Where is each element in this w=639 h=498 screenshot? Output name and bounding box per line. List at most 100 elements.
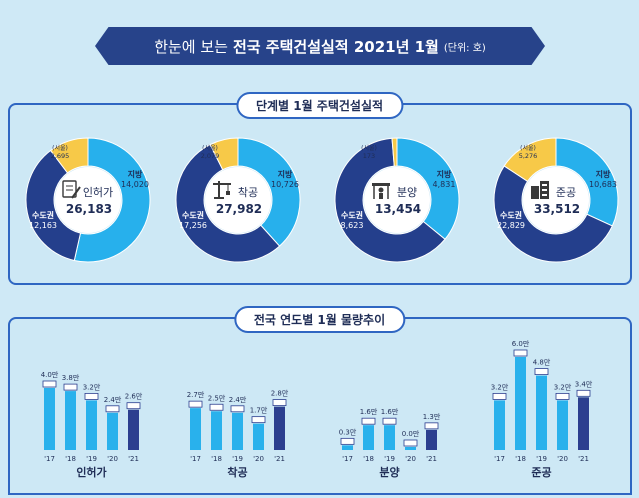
building-window	[542, 184, 547, 186]
donut-title: 착공	[238, 186, 258, 199]
bar-data-label: 0.3만	[339, 427, 357, 436]
bar-chart-4: 3.2만 '17 6.0만 '18 4.8만 '19 3.2만 '20 3.4만 '21 준공	[491, 339, 593, 479]
bar-data-label: 1.3만	[423, 412, 441, 421]
bar-chart-title: 착공	[227, 465, 247, 479]
slice-value-sudo: 8,623	[341, 221, 364, 230]
donut-total: 13,454	[375, 202, 421, 216]
slice-label-seoul: (서울)	[52, 144, 68, 152]
bar-data-label: 3.2만	[554, 382, 572, 391]
slice-label-seoul: (서울)	[520, 144, 536, 152]
bar-tick-label: '19	[384, 455, 395, 463]
title-prefix: 한눈에 보는	[154, 37, 228, 56]
bar-tick-label: '19	[536, 455, 547, 463]
bar-cap-icon	[534, 368, 549, 376]
bar	[107, 412, 118, 450]
bar-data-label: 2.5만	[208, 393, 226, 402]
donut-total: 27,982	[216, 202, 262, 216]
worker-body	[379, 193, 383, 199]
slice-jibang	[73, 137, 151, 263]
bar-tick-label: '21	[426, 455, 437, 463]
slice-label-seoul: (서울)	[361, 144, 377, 152]
bar-tick-label: '21	[128, 455, 139, 463]
bar-cap-icon	[340, 437, 355, 445]
bar	[253, 423, 264, 450]
bar-chart-title: 인허가	[76, 465, 106, 479]
bar-cap-icon	[403, 439, 418, 447]
bar-tick-label: '20	[107, 455, 118, 463]
bar	[44, 388, 55, 450]
bar-cap-icon	[492, 392, 507, 400]
bar-tick-label: '20	[405, 455, 416, 463]
trend-section-title: 전국 연도별 1월 물량추이	[233, 306, 406, 333]
slice-seoul	[49, 137, 89, 174]
slice-label-jibang: 지방	[278, 169, 293, 179]
slice-value-seoul: 2,695	[51, 152, 70, 160]
bar-data-label: 3.8만	[62, 373, 80, 382]
bar-data-label: 2.4만	[229, 395, 247, 404]
bar	[405, 447, 416, 450]
slice-sudo	[334, 137, 446, 263]
bar-tick-label: '17	[190, 455, 201, 463]
bar	[86, 400, 97, 450]
title-unit: (단위: 호)	[443, 42, 486, 54]
slice-value-seoul: 173	[363, 152, 375, 160]
donut-center	[523, 167, 589, 233]
donut-center	[364, 167, 430, 233]
bar-cap-icon	[84, 392, 99, 400]
title-banner: 한눈에 보는 전국 주택건설실적 2021년 1월 (단위: 호)	[95, 27, 545, 65]
bar-tick-label: '17	[44, 455, 55, 463]
slice-value-seoul: 2,079	[201, 152, 220, 160]
donut-title: 분양	[397, 186, 417, 199]
bar-tick-label: '17	[342, 455, 353, 463]
bar	[426, 429, 437, 450]
bar-data-label: 4.0만	[41, 370, 59, 379]
bar-data-label: 3.2만	[491, 382, 509, 391]
bar-cap-icon	[230, 405, 245, 413]
bar-cap-icon	[513, 349, 528, 357]
worker-head	[378, 187, 384, 193]
slice-value-jibang: 4,831	[433, 180, 456, 189]
bar-cap-icon	[251, 416, 266, 424]
doc-shape	[62, 180, 77, 198]
bar-tick-label: '21	[274, 455, 285, 463]
title-main: 전국 주택건설실적 2021년 1월	[232, 37, 439, 56]
slice-value-jibang: 10,683	[589, 180, 617, 189]
bar-data-label: 3.4만	[575, 379, 593, 388]
bar-cap-icon	[382, 417, 397, 425]
slice-value-jibang: 10,726	[271, 180, 299, 189]
bar	[384, 425, 395, 450]
bar	[190, 408, 201, 450]
bar-cap-icon	[42, 380, 57, 388]
bar	[557, 400, 568, 450]
slice-label-sudo: 수도권	[32, 210, 54, 220]
bar	[536, 375, 547, 450]
slice-label-jibang: 지방	[437, 169, 452, 179]
slice-label-sudo: 수도권	[182, 210, 204, 220]
bar-tick-label: '18	[211, 455, 222, 463]
donut-total: 33,512	[534, 202, 580, 216]
slice-value-jibang: 14,020	[121, 180, 149, 189]
bar-tick-label: '20	[557, 455, 568, 463]
slice-value-seoul: 5,276	[519, 152, 538, 160]
bar-cap-icon	[576, 389, 591, 397]
bar-tick-label: '19	[232, 455, 243, 463]
bar-cap-icon	[126, 402, 141, 410]
bar-tick-label: '17	[494, 455, 505, 463]
bar-tick-label: '21	[578, 455, 589, 463]
crane-load	[226, 191, 230, 195]
bar-chart-2: 2.7만 '17 2.5만 '18 2.4만 '19 1.7만 '20 2.8만 '21 착공	[187, 389, 289, 479]
slice-label-sudo: 수도권	[500, 210, 522, 220]
bar-chart-3: 0.3만 '17 1.6만 '18 1.6만 '19 0.0만 '20 1.3만 '21 분양	[339, 407, 441, 479]
slice-label-jibang: 지방	[128, 169, 143, 179]
bar-data-label: 1.6만	[381, 407, 399, 416]
slice-label-jibang: 지방	[596, 169, 611, 179]
bar-chart-title: 분양	[379, 465, 399, 479]
bar	[211, 411, 222, 450]
slice-seoul	[391, 137, 398, 167]
bar	[342, 445, 353, 450]
bar	[128, 409, 139, 450]
